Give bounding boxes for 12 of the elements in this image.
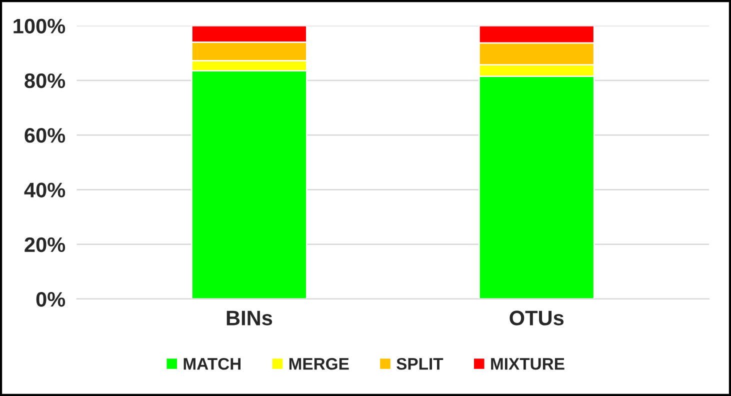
x-tick-label: OTUs — [510, 310, 564, 326]
legend-label: SPLIT — [396, 358, 444, 370]
legend-label: MERGE — [289, 358, 349, 370]
y-tick-label: 100% — [14, 18, 66, 34]
y-tick-label: 60% — [24, 128, 66, 143]
y-tick-label: 80% — [24, 73, 66, 88]
y-tick-label: 40% — [24, 182, 66, 198]
legend-label: MIXTURE — [491, 358, 564, 370]
y-tick-label: 20% — [24, 237, 66, 252]
legend-label: MATCH — [184, 358, 241, 370]
x-tick-label: BINs — [226, 310, 272, 326]
y-tick-label: 0% — [36, 292, 66, 307]
